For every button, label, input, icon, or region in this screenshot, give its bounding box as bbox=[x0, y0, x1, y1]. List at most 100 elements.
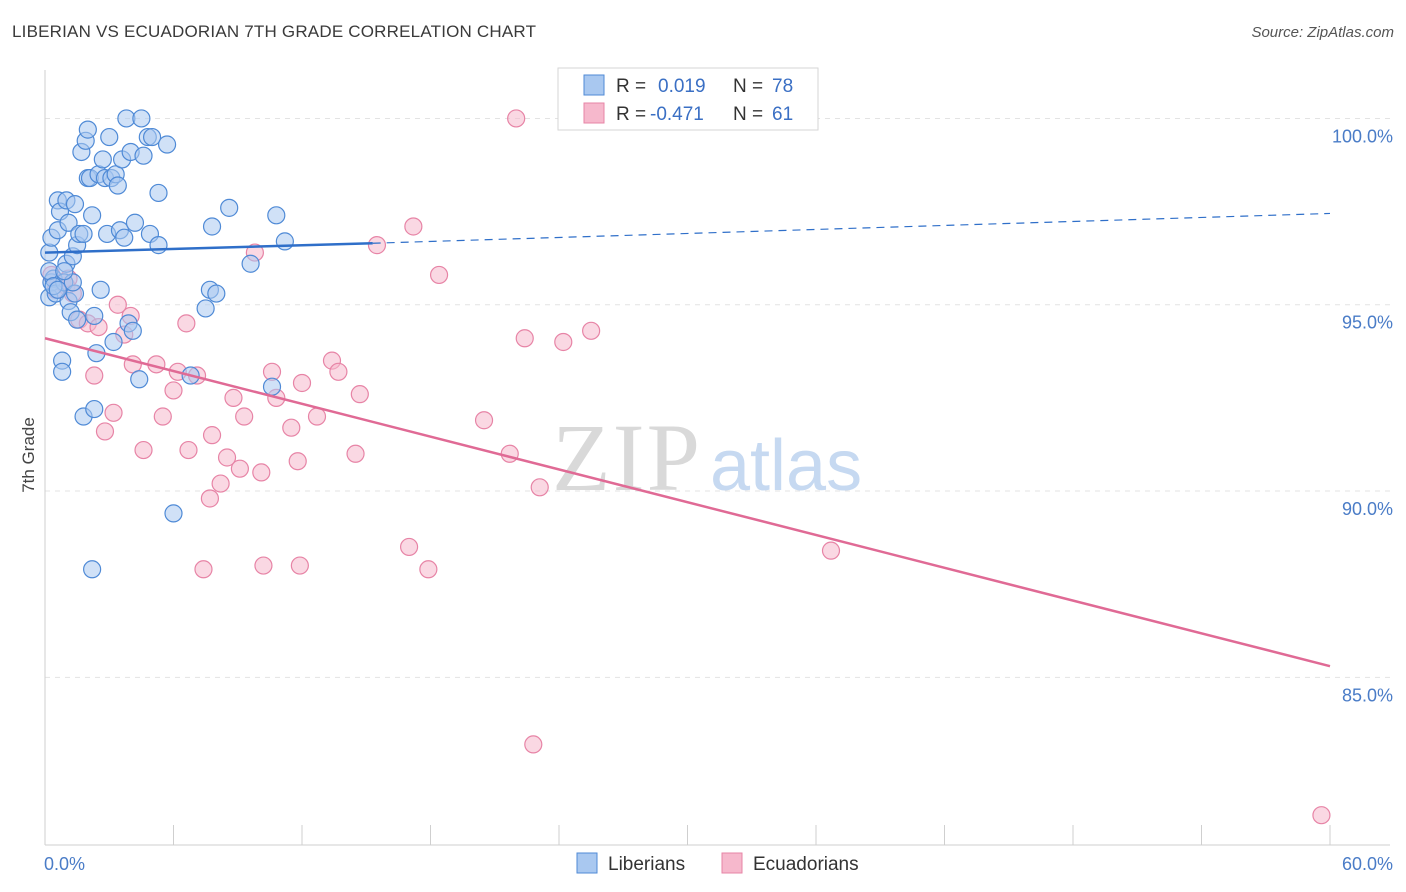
liberian-point-77 bbox=[55, 262, 74, 281]
legend-n-value-1: 61 bbox=[772, 104, 793, 125]
watermark: ZIP atlas bbox=[552, 404, 862, 511]
legend-swatch-liberians bbox=[583, 74, 605, 96]
ecuadorian-point-40 bbox=[292, 373, 312, 393]
liberian-point-30 bbox=[83, 206, 102, 225]
liberian-point-54 bbox=[134, 146, 153, 165]
y-tick-label-1: 95.0% bbox=[1342, 313, 1393, 333]
ecuadorian-point-54 bbox=[515, 329, 534, 348]
liberian-point-10 bbox=[53, 362, 72, 381]
liberian-point-31 bbox=[85, 306, 104, 326]
liberian-point-46 bbox=[115, 228, 134, 247]
liberian-point-75 bbox=[48, 280, 67, 299]
ecuadorian-point-29 bbox=[224, 388, 243, 407]
ecuadorian-point-31 bbox=[235, 407, 254, 426]
liberian-point-68 bbox=[241, 254, 260, 273]
ecuadorian-point-41 bbox=[307, 407, 327, 426]
ecuadorian-point-46 bbox=[367, 236, 387, 255]
ecuadorian-point-38 bbox=[288, 452, 307, 471]
liberian-point-65 bbox=[202, 217, 222, 236]
ecuadorian-point-24 bbox=[194, 560, 213, 579]
ecuadorian-point-28 bbox=[217, 448, 237, 467]
ecuadorian-point-55 bbox=[524, 735, 543, 754]
grid-lines bbox=[45, 117, 1390, 678]
ecuadorian-point-10 bbox=[95, 422, 115, 441]
source-label: Source: ZipAtlas.com bbox=[1251, 24, 1394, 41]
bottom-legend-ecuadorians: Ecuadorians bbox=[753, 854, 859, 875]
liberian-point-57 bbox=[142, 127, 162, 147]
ecuadorian-point-27 bbox=[211, 474, 230, 493]
liberian-point-61 bbox=[164, 504, 183, 523]
liberian-point-71 bbox=[275, 232, 294, 251]
ecuadorian-point-53 bbox=[507, 109, 526, 128]
liberian-point-59 bbox=[149, 183, 168, 203]
liberian-point-60 bbox=[157, 135, 177, 154]
ecuadorian-point-34 bbox=[254, 556, 273, 575]
ecuadorian-point-60 bbox=[1312, 806, 1331, 825]
liberian-point-70 bbox=[267, 206, 286, 225]
bottom-legend-liberians: Liberians bbox=[608, 854, 685, 875]
liberians-trend-extension bbox=[372, 212, 1331, 244]
x-tick-label-0: 0.0% bbox=[44, 854, 85, 874]
ecuadorian-point-49 bbox=[419, 560, 438, 579]
liberian-point-15 bbox=[59, 213, 78, 232]
ecuadorian-point-21 bbox=[177, 314, 196, 333]
bottom-legend-swatch-ecuadorians bbox=[721, 852, 743, 874]
y-tick-labels: 100.0% 95.0% 90.0% 85.0% bbox=[1332, 126, 1393, 705]
liberian-point-50 bbox=[123, 321, 142, 340]
liberian-point-58 bbox=[149, 236, 168, 255]
liberian-point-24 bbox=[74, 224, 93, 244]
ecuadorian-point-12 bbox=[108, 295, 127, 314]
liberians-points bbox=[40, 109, 294, 579]
liberian-point-32 bbox=[85, 399, 104, 419]
ecuadorian-point-16 bbox=[134, 440, 153, 460]
axes bbox=[44, 70, 1390, 846]
watermark-zip: ZIP bbox=[552, 404, 702, 511]
liberian-point-52 bbox=[130, 370, 149, 389]
y-tick-label-0: 100.0% bbox=[1332, 126, 1393, 146]
y-tick-label-3: 85.0% bbox=[1342, 685, 1393, 705]
liberian-point-51 bbox=[125, 213, 145, 232]
legend-r-label-1: R = bbox=[616, 104, 646, 125]
ecuadorian-point-43 bbox=[329, 362, 348, 381]
ecuadorian-point-52 bbox=[500, 444, 519, 463]
liberians-trend-line bbox=[44, 242, 373, 254]
ecuadorian-point-56 bbox=[530, 478, 549, 497]
ecuadorian-point-58 bbox=[582, 321, 601, 340]
liberian-point-69 bbox=[262, 377, 282, 396]
legend-n-label-0: N = bbox=[733, 76, 763, 97]
stats-legend: R = 0.019 N = 78 R = -0.471 N = 61 bbox=[557, 67, 819, 131]
liberian-point-35 bbox=[91, 280, 110, 299]
legend-r-value-0: 0.019 bbox=[658, 76, 706, 97]
liberian-point-27 bbox=[78, 120, 97, 139]
ecuadorian-point-8 bbox=[85, 366, 104, 385]
ecuadorian-point-25 bbox=[200, 489, 220, 508]
y-tick-label-2: 90.0% bbox=[1342, 499, 1393, 519]
liberian-point-63 bbox=[196, 299, 215, 318]
ecuadorian-point-39 bbox=[290, 556, 309, 575]
ecuadorian-point-51 bbox=[474, 411, 494, 430]
legend-n-value-0: 78 bbox=[772, 76, 793, 97]
watermark-atlas: atlas bbox=[710, 426, 862, 506]
ecuadorian-point-57 bbox=[554, 332, 573, 352]
chart-title: LIBERIAN VS ECUADORIAN 7TH GRADE CORRELA… bbox=[12, 22, 537, 41]
ecuadorian-point-37 bbox=[282, 418, 301, 437]
ecuadorian-point-47 bbox=[399, 537, 419, 557]
liberian-point-36 bbox=[93, 150, 112, 169]
ecuadorian-point-48 bbox=[404, 217, 423, 236]
ecuadorian-point-45 bbox=[350, 385, 369, 404]
ecuadorian-point-50 bbox=[429, 265, 449, 285]
liberian-point-43 bbox=[108, 176, 127, 195]
legend-r-label-0: R = bbox=[616, 76, 646, 97]
liberian-point-41 bbox=[104, 332, 123, 352]
liberian-point-21 bbox=[68, 310, 87, 329]
ecuadorian-point-44 bbox=[346, 444, 365, 463]
y-axis-label: 7th Grade bbox=[19, 417, 38, 493]
ecuadorian-point-18 bbox=[153, 407, 172, 426]
bottom-legend-swatch-liberians bbox=[576, 852, 598, 874]
liberian-point-39 bbox=[100, 127, 119, 147]
ecuadorian-point-30 bbox=[230, 459, 249, 478]
ecuadorian-point-11 bbox=[104, 403, 123, 422]
x-tick-labels: 0.0% 60.0% bbox=[44, 854, 1393, 874]
liberian-point-66 bbox=[207, 284, 226, 303]
liberian-point-53 bbox=[132, 109, 151, 128]
